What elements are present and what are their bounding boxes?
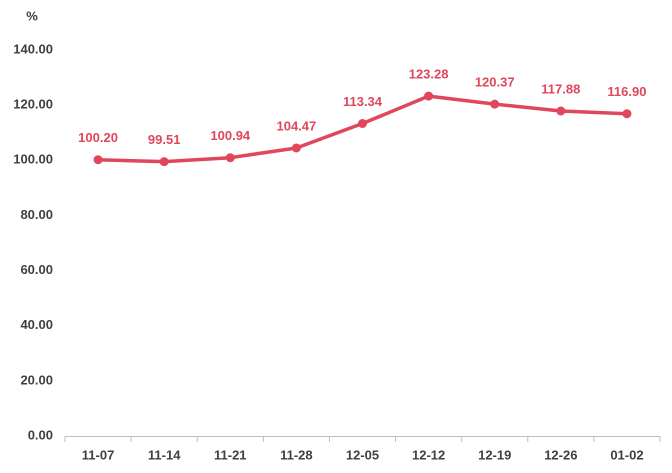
y-tick-label: 40.00 (20, 317, 53, 332)
point (225, 153, 235, 163)
y-tick-label: 20.00 (20, 372, 53, 387)
point (490, 99, 500, 109)
x-tick-label: 12-26 (544, 447, 577, 462)
data-label: 123.28 (409, 67, 449, 82)
y-tick-label: 60.00 (20, 262, 53, 277)
x-tick-label: 12-12 (412, 447, 445, 462)
x-tick-label: 12-05 (346, 447, 379, 462)
data-label: 116.90 (607, 84, 646, 99)
point (622, 109, 632, 119)
x-tick-label: 12-19 (478, 447, 511, 462)
data-label: 104.47 (277, 118, 317, 133)
y-tick-label: 100.00 (13, 152, 53, 167)
y-unit: % (26, 8, 38, 23)
point (556, 106, 566, 116)
y-tick-label: 120.00 (13, 97, 53, 112)
x-tick-label: 11-21 (214, 447, 247, 462)
y-tick-label: 80.00 (20, 207, 53, 222)
point (291, 143, 301, 153)
x-tick-label: 01-02 (610, 447, 643, 462)
data-label: 99.51 (148, 132, 181, 147)
y-tick-label: 140.00 (13, 41, 53, 56)
point (159, 157, 169, 167)
point (358, 119, 367, 129)
x-tick-label: 11-14 (148, 447, 181, 462)
data-label: 117.88 (541, 81, 580, 96)
data-label: 100.94 (210, 128, 251, 143)
data-label: 120.37 (475, 75, 515, 90)
data-label: 100.20 (78, 130, 118, 145)
y-tick-label: 0.00 (28, 427, 53, 442)
point (424, 91, 434, 101)
data-label: 113.34 (343, 94, 383, 109)
point (93, 155, 103, 165)
x-tick-label: 11-07 (82, 447, 115, 462)
x-tick-label: 11-28 (280, 447, 313, 462)
